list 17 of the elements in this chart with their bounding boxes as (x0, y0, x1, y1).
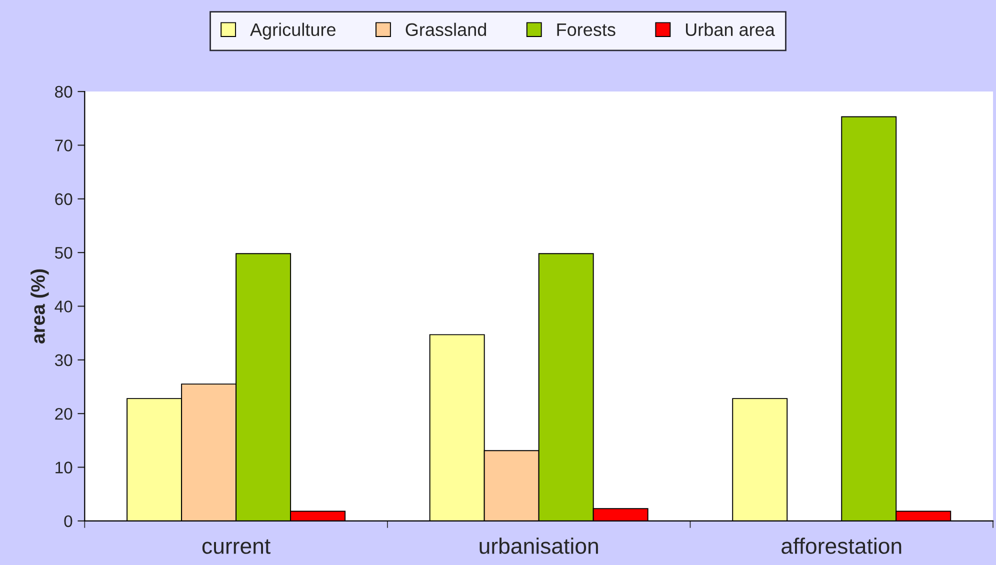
x-tick-label: afforestation (782, 538, 902, 554)
y-tick-label: 0 (64, 515, 72, 528)
y-tick-label: 70 (55, 140, 72, 152)
y-tick-label: 60 (55, 193, 72, 206)
legend-label: Forests (557, 23, 616, 36)
y-tick-label: 10 (56, 462, 72, 474)
legend-label: Grassland (406, 22, 486, 36)
legend-label: Urban area (686, 22, 775, 36)
y-axis-title: area (%) (30, 269, 49, 344)
y-tick-label: 20 (55, 408, 72, 420)
y-tick-label: 40 (54, 300, 72, 312)
y-tick-label: 80 (55, 86, 72, 98)
legend-label: Agriculture (250, 22, 336, 40)
y-tick-label: 30 (54, 354, 72, 366)
y-tick-label: 50 (54, 246, 72, 259)
x-tick-label: urbanisation (480, 538, 598, 554)
x-tick-label: current (202, 539, 270, 554)
